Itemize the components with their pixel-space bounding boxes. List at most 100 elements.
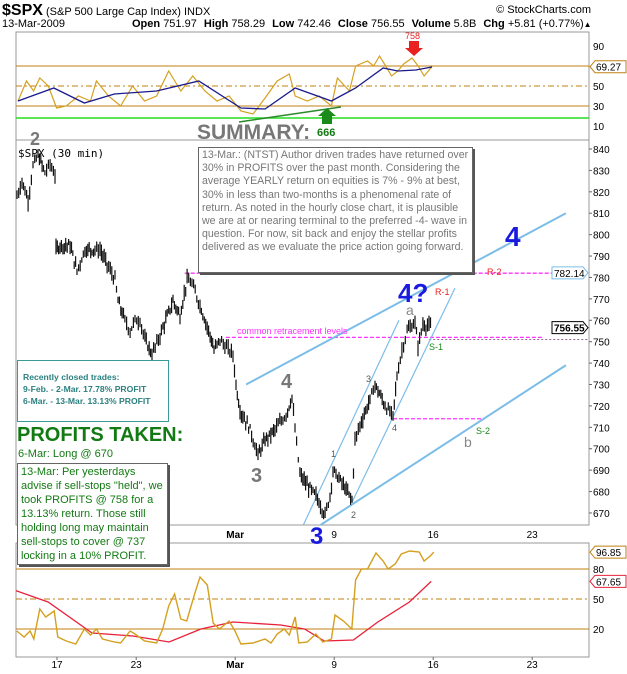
support-1-label: S-1 bbox=[429, 342, 443, 352]
trendline-upper-channel bbox=[245, 212, 567, 386]
price-x-tick-label: Mar bbox=[226, 530, 244, 541]
subwave-label-3: 3 bbox=[366, 374, 371, 384]
chart-date: 13-Mar-2009 bbox=[2, 18, 65, 30]
stoch-k-value-tag: 96.85 bbox=[596, 548, 621, 559]
price-x-tick-label: 23 bbox=[527, 530, 539, 541]
symbol: $SPX bbox=[2, 2, 43, 19]
green-up-arrow-icon bbox=[318, 108, 336, 124]
recent-trade-item: 9-Feb. - 2-Mar. 17.78% PROFIT bbox=[23, 384, 147, 394]
wave-label-4-big: 4 bbox=[505, 221, 521, 252]
price-tick-label: 720 bbox=[593, 402, 610, 413]
price-tick-label: 700 bbox=[593, 445, 610, 456]
price-tick-label: 810 bbox=[593, 209, 610, 220]
stoch-k-line bbox=[16, 550, 435, 645]
trendline-wedge-lower bbox=[302, 320, 400, 525]
recent-trades-title: Recently closed trades: bbox=[23, 372, 120, 382]
price-panel-label: $SPX (30 min) bbox=[18, 147, 104, 160]
summary-title: SUMMARY: bbox=[197, 121, 311, 144]
price-x-tick-label: 9 bbox=[331, 530, 337, 541]
index-name: (S&P 500 Large Cap Index) bbox=[45, 6, 181, 18]
open-value: 751.97 bbox=[163, 18, 197, 30]
close-value: 756.55 bbox=[370, 18, 405, 30]
last-price-tag-box bbox=[551, 321, 589, 335]
price-tick-label: 690 bbox=[593, 466, 610, 477]
price-tick-label: 830 bbox=[593, 166, 610, 177]
open-label: Open bbox=[132, 18, 161, 30]
high-value: 758.29 bbox=[231, 18, 266, 30]
price-tick-label: 760 bbox=[593, 316, 610, 327]
price-tick-label: 710 bbox=[593, 423, 610, 434]
exchange: INDX bbox=[184, 6, 211, 18]
price-tick-label: 800 bbox=[593, 231, 610, 242]
wave-label-3-blue: 3 bbox=[310, 523, 323, 550]
price-tick-label: 840 bbox=[593, 145, 610, 156]
stoch-tick-label: 50 bbox=[593, 595, 605, 606]
stoch-k-value-tag-box bbox=[589, 545, 627, 559]
profits-note-box: 13-Mar: Per yesterdays advise if sell-st… bbox=[17, 463, 168, 565]
trendline-lower-channel bbox=[318, 364, 567, 525]
wave-label-3-gray: 3 bbox=[251, 465, 262, 487]
price-tick-label: 740 bbox=[593, 359, 610, 370]
level-value-tag-box bbox=[551, 266, 589, 280]
stoch-tick-label: 20 bbox=[593, 625, 605, 636]
price-tick-label: 730 bbox=[593, 381, 610, 392]
volume-value: 5.8B bbox=[453, 18, 477, 30]
volume-label: Volume bbox=[411, 18, 451, 30]
stoch-x-tick-label: 16 bbox=[428, 660, 440, 671]
price-tick-label: 750 bbox=[593, 338, 610, 349]
stoch-x-tick-label: Mar bbox=[226, 660, 244, 671]
stoch-x-tick-label: 17 bbox=[51, 660, 63, 671]
copyright: © StockCharts.com bbox=[496, 4, 591, 16]
rsi-line bbox=[17, 54, 433, 115]
rsi-tick-label: 30 bbox=[593, 102, 605, 113]
low-arrow-label: 666 bbox=[317, 127, 335, 139]
price-tick-label: 820 bbox=[593, 188, 610, 199]
rsi-value-tag-box bbox=[589, 60, 627, 74]
rsi-tick-label: 10 bbox=[593, 122, 605, 133]
resistance-2-label: R-2 bbox=[487, 267, 502, 277]
rsi-moving-average-line bbox=[17, 66, 433, 110]
profits-entry: 6-Mar: Long @ 670 bbox=[18, 448, 113, 460]
subwave-label-2: 2 bbox=[351, 510, 356, 520]
recent-trades-box: Recently closed trades: 9-Feb. - 2-Mar. … bbox=[17, 360, 169, 422]
wave-label-2-top: 2 bbox=[30, 129, 40, 149]
high-arrow-label: 758 bbox=[405, 31, 420, 41]
price-tick-label: 680 bbox=[593, 488, 610, 499]
stoch-d-value-tag: 67.65 bbox=[596, 577, 621, 588]
last-price-tag: 756.55 bbox=[554, 324, 585, 335]
stoch-x-tick-label: 9 bbox=[331, 660, 337, 671]
rsi-plot bbox=[16, 54, 589, 123]
up-triangle-icon: ▲ bbox=[583, 20, 592, 29]
summary-box: 13-Mar.: (NTST) Author driven trades hav… bbox=[198, 147, 473, 273]
price-tick-label: 780 bbox=[593, 273, 610, 284]
recent-trade-item: 6-Mar. - 13-Mar. 13.13% PROFIT bbox=[23, 396, 151, 406]
level-value-tag: 782.14 bbox=[554, 269, 585, 280]
rsi-tick-label: 50 bbox=[593, 82, 605, 93]
chart-header: $SPX (S&P 500 Large Cap Index) INDX bbox=[2, 2, 210, 20]
wave-label-4-question: 4? bbox=[398, 278, 428, 308]
low-label: Low bbox=[272, 18, 295, 30]
stoch-tick-label: 80 bbox=[593, 565, 605, 576]
red-down-arrow-icon bbox=[405, 41, 423, 56]
subwave-label-1: 1 bbox=[331, 449, 336, 459]
subwave-label-4: 4 bbox=[392, 423, 397, 433]
change-value: +5.81 (+0.77%) bbox=[507, 18, 584, 30]
wave-label-4-gray: 4 bbox=[281, 371, 293, 393]
stoch-x-tick-label: 23 bbox=[131, 660, 143, 671]
resistance-1-label: R-1 bbox=[435, 287, 450, 297]
stochastic-plot bbox=[16, 550, 589, 645]
price-tick-label: 790 bbox=[593, 252, 610, 263]
wave-label-b: b bbox=[464, 434, 472, 450]
stoch-x-tick-label: 23 bbox=[527, 660, 539, 671]
wave-label-a: a bbox=[406, 302, 414, 318]
profits-taken-title: PROFITS TAKEN: bbox=[17, 424, 184, 446]
quote-bar: Open 751.97 High 758.29 Low 742.46 Close… bbox=[128, 18, 592, 30]
retracement-label: common retracement levels bbox=[237, 326, 348, 336]
high-label: High bbox=[203, 18, 229, 30]
rsi-value-tag: 69.27 bbox=[596, 63, 621, 74]
close-label: Close bbox=[337, 18, 368, 30]
low-value: 742.46 bbox=[297, 18, 331, 30]
trendline-wedge-upper bbox=[351, 287, 456, 503]
rsi-tick-label: 90 bbox=[593, 42, 605, 53]
stoch-d-value-tag-box bbox=[589, 574, 627, 588]
